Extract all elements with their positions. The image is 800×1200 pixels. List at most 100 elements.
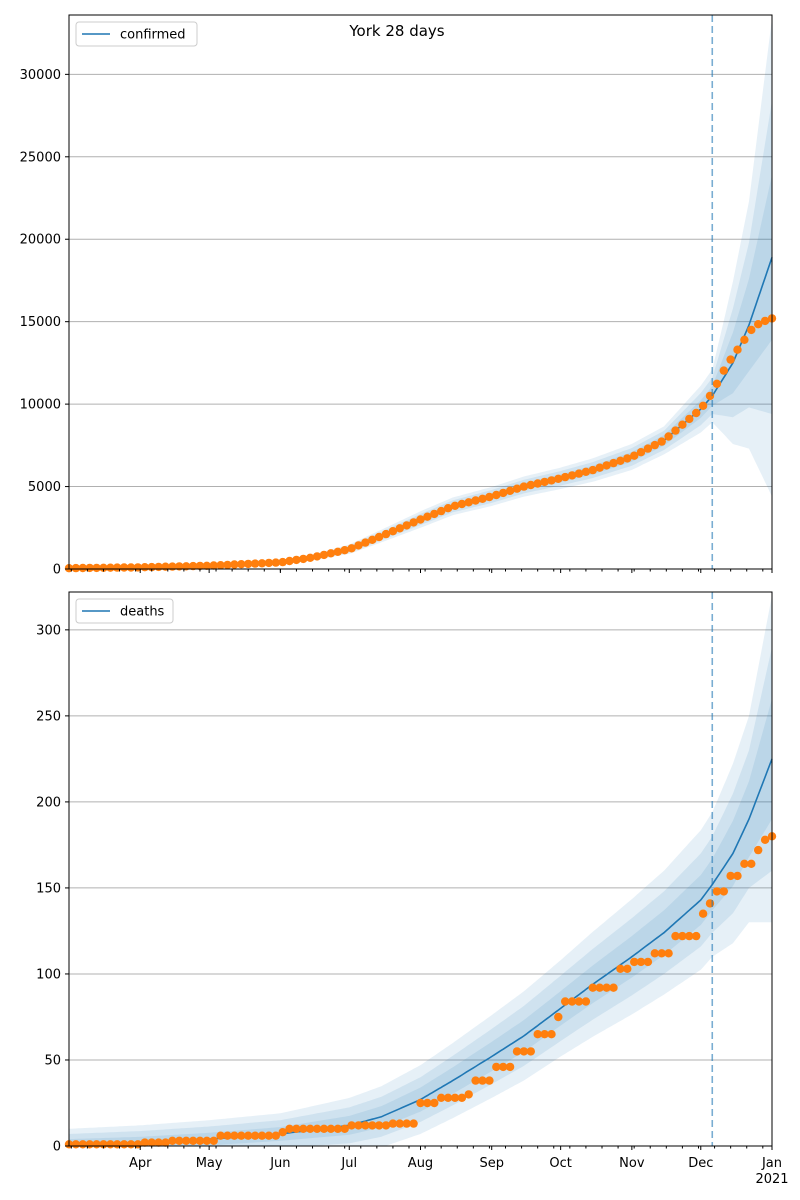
confirmed-observed-point: [540, 477, 549, 487]
confirmed-observed-point: [505, 486, 515, 495]
deaths-observed-point: [395, 1119, 404, 1128]
deaths-observed-point: [271, 1131, 280, 1140]
deaths-observed-point: [630, 957, 639, 967]
confirmed-observed-point: [126, 563, 136, 572]
confirmed-observed-point: [623, 454, 632, 463]
confirmed-observed-point: [319, 550, 329, 560]
confirmed-observed-point: [202, 561, 211, 570]
confirmed-observed-point: [636, 448, 646, 457]
confirmed-observed-point: [209, 561, 218, 570]
confirmed-observed-point: [726, 355, 735, 364]
deaths-legend: deaths: [75, 598, 174, 624]
confirmed-observed-point: [471, 496, 480, 505]
confirmed-observed-point: [409, 518, 418, 527]
deaths-observed-point: [312, 1124, 322, 1134]
confirmed-observed-point: [99, 563, 108, 572]
deaths-observed-point: [340, 1124, 349, 1134]
confirmed-observed-point: [368, 535, 377, 544]
deaths-observed-point: [250, 1131, 260, 1140]
deaths-observed-point: [567, 997, 577, 1006]
deaths-observed-point: [664, 949, 673, 958]
deaths-observed-point: [333, 1124, 342, 1134]
confirmed-observed-point: [250, 559, 260, 568]
deaths-observed-point: [464, 1090, 473, 1099]
confirmed-observed-point: [478, 494, 487, 503]
y-tick-label: 20000: [20, 233, 61, 248]
confirmed-band-2: [69, 100, 772, 569]
confirmed-observed-point: [457, 499, 467, 509]
confirmed-observed-point: [561, 472, 570, 482]
confirmed-observed-point: [292, 555, 301, 565]
deaths-observed-point: [223, 1131, 232, 1140]
y-tick-label: 25000: [20, 150, 61, 165]
confirmed-observed-point: [119, 563, 129, 572]
deaths-observed-point: [581, 997, 591, 1006]
confirmed-observed-point: [430, 509, 439, 519]
confirmed-observed-point: [547, 476, 556, 485]
deaths-observed-point: [319, 1124, 329, 1134]
y-tick-label: 0: [53, 1140, 61, 1155]
y-tick-label: 200: [36, 795, 61, 810]
confirmed-observed-point: [499, 488, 508, 498]
confirmed-observed-point: [416, 515, 425, 524]
deaths-observed-point: [457, 1093, 467, 1103]
x-tick-sublabel: 2021: [755, 1172, 788, 1187]
x-tick-label: Jul: [340, 1156, 357, 1171]
confirmed-observed-point: [361, 538, 370, 547]
confirmed-observed-point: [740, 335, 749, 344]
deaths-observed-point: [540, 1030, 549, 1039]
confirmed-observed-point: [760, 316, 770, 326]
deaths-observed-point: [216, 1131, 225, 1140]
confirmed-observed-point: [733, 345, 742, 354]
deaths-observed-point: [437, 1093, 446, 1103]
x-tick-label: Sep: [479, 1156, 504, 1171]
confirmed-observed-point: [374, 532, 384, 542]
confirmed-observed-point: [671, 426, 680, 435]
deaths-observed-point: [175, 1136, 184, 1146]
deaths-observed-point: [147, 1138, 156, 1147]
confirmed-observed-point: [223, 560, 232, 570]
deaths-observed-point: [492, 1062, 501, 1072]
confirmed-observed-point: [188, 561, 198, 571]
deaths-observed-point: [650, 949, 659, 958]
deaths-observed-point: [292, 1124, 301, 1134]
confirmed-observed-point: [533, 479, 542, 488]
legend-box: [75, 21, 198, 47]
confirmed-observed-point: [485, 492, 494, 502]
confirmed-observed-point: [78, 563, 88, 573]
legend-box: [75, 598, 174, 624]
deaths-observed-point: [361, 1121, 370, 1130]
confirmed-observed-point: [195, 561, 205, 571]
deaths-observed-point: [485, 1076, 494, 1085]
confirmed-legend: confirmed: [75, 21, 198, 47]
deaths-observed-point: [588, 983, 597, 992]
deaths-observed-point: [209, 1136, 218, 1146]
confirmed-observed-point: [609, 458, 618, 468]
x-tick-label: May: [196, 1156, 223, 1171]
confirmed-observed-point: [326, 549, 336, 558]
deaths-observed-point: [368, 1121, 377, 1130]
x-tick-label: Dec: [688, 1156, 713, 1171]
deaths-observed-point: [692, 931, 701, 941]
y-tick-label: 30000: [20, 68, 61, 83]
confirmed-observed-point: [312, 552, 322, 561]
confirmed-observed-point: [285, 556, 294, 566]
deaths-observed-point: [616, 964, 625, 973]
deaths-observed-point: [402, 1119, 411, 1128]
deaths-observed-point: [595, 983, 604, 992]
confirmed-observed-point: [381, 529, 391, 539]
deaths-observed-point: [602, 983, 611, 992]
deaths-observed-point: [678, 931, 687, 941]
deaths-observed-point: [754, 845, 763, 855]
confirmed-observed-point: [230, 560, 239, 569]
confirmed-observed-point: [754, 320, 763, 329]
deaths-observed-point: [168, 1136, 177, 1146]
deaths-band-1: [69, 595, 772, 1146]
deaths-observed-point: [182, 1136, 191, 1146]
deaths-observed-point: [409, 1119, 418, 1128]
confirmed-observed-point: [402, 521, 411, 530]
legend-label: deaths: [120, 605, 165, 620]
deaths-observed-point: [609, 983, 618, 992]
confirmed-observed-point: [492, 490, 501, 500]
